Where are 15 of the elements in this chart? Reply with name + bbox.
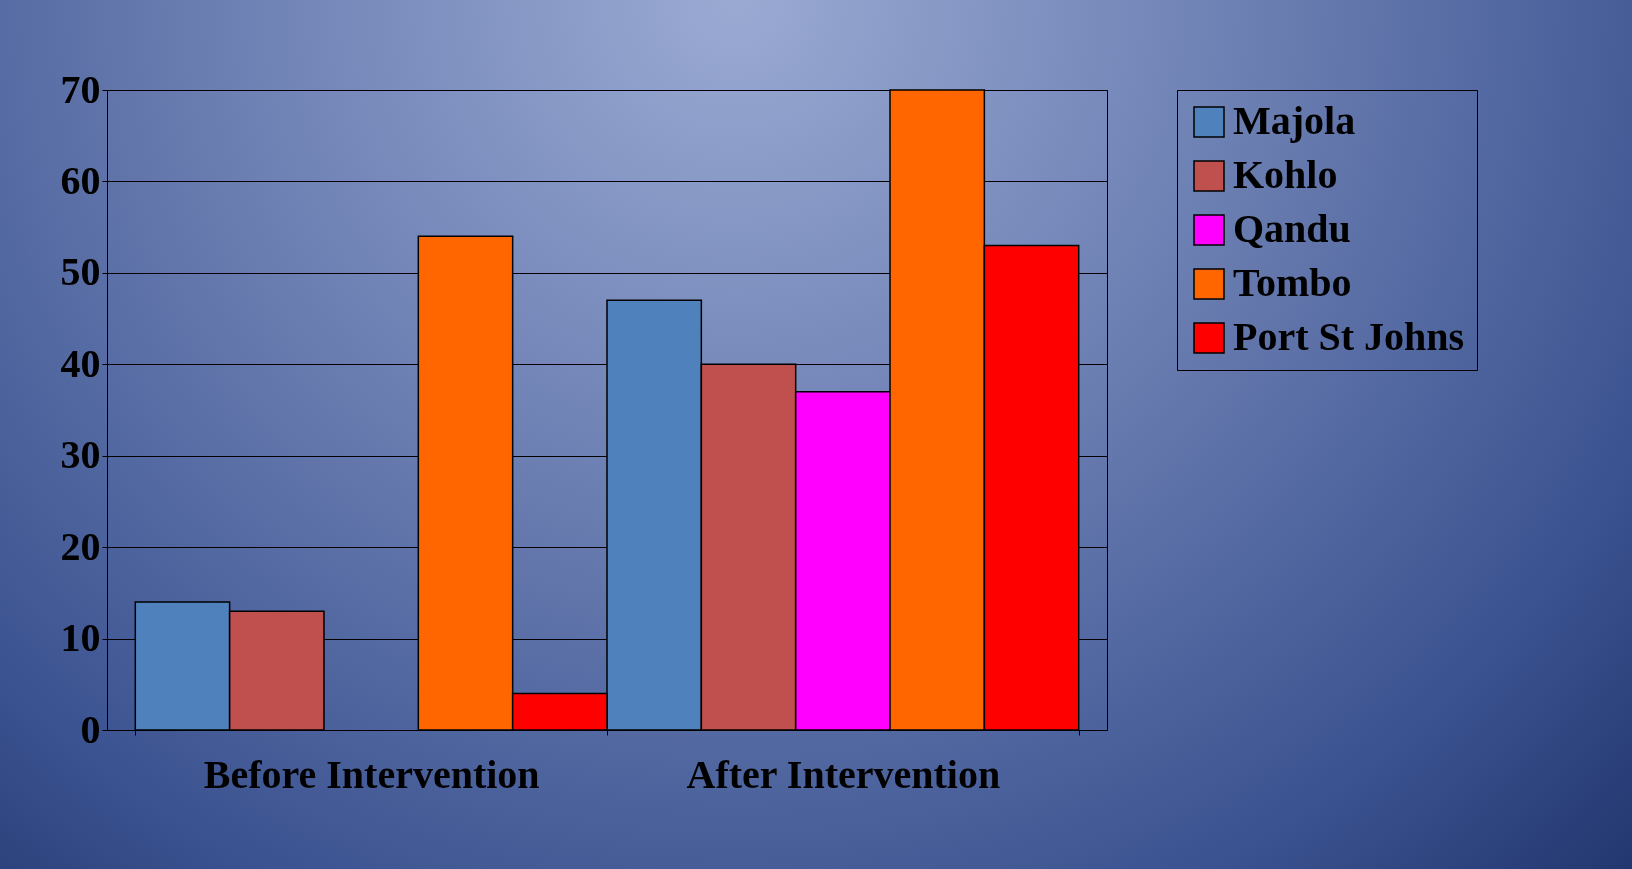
y-tick-label: 50 — [60, 249, 101, 295]
legend-label: Qandu — [1233, 206, 1351, 251]
x-tick-label: Before Intervention — [203, 751, 540, 797]
y-tick-label: 10 — [60, 615, 101, 661]
y-tick-label: 70 — [60, 66, 101, 112]
legend-label: Port St Johns — [1233, 314, 1465, 359]
y-tick-label: 20 — [60, 523, 101, 569]
y-tick-label: 0 — [80, 706, 101, 752]
y-tick-label: 60 — [60, 157, 101, 203]
legend-label: Kohlo — [1233, 152, 1338, 197]
y-tick-label: 40 — [60, 340, 101, 386]
legend-label: Majola — [1233, 98, 1356, 143]
y-tick-label: 30 — [60, 432, 101, 478]
x-tick-label: After Intervention — [686, 751, 1001, 797]
legend-label: Tombo — [1233, 260, 1352, 305]
